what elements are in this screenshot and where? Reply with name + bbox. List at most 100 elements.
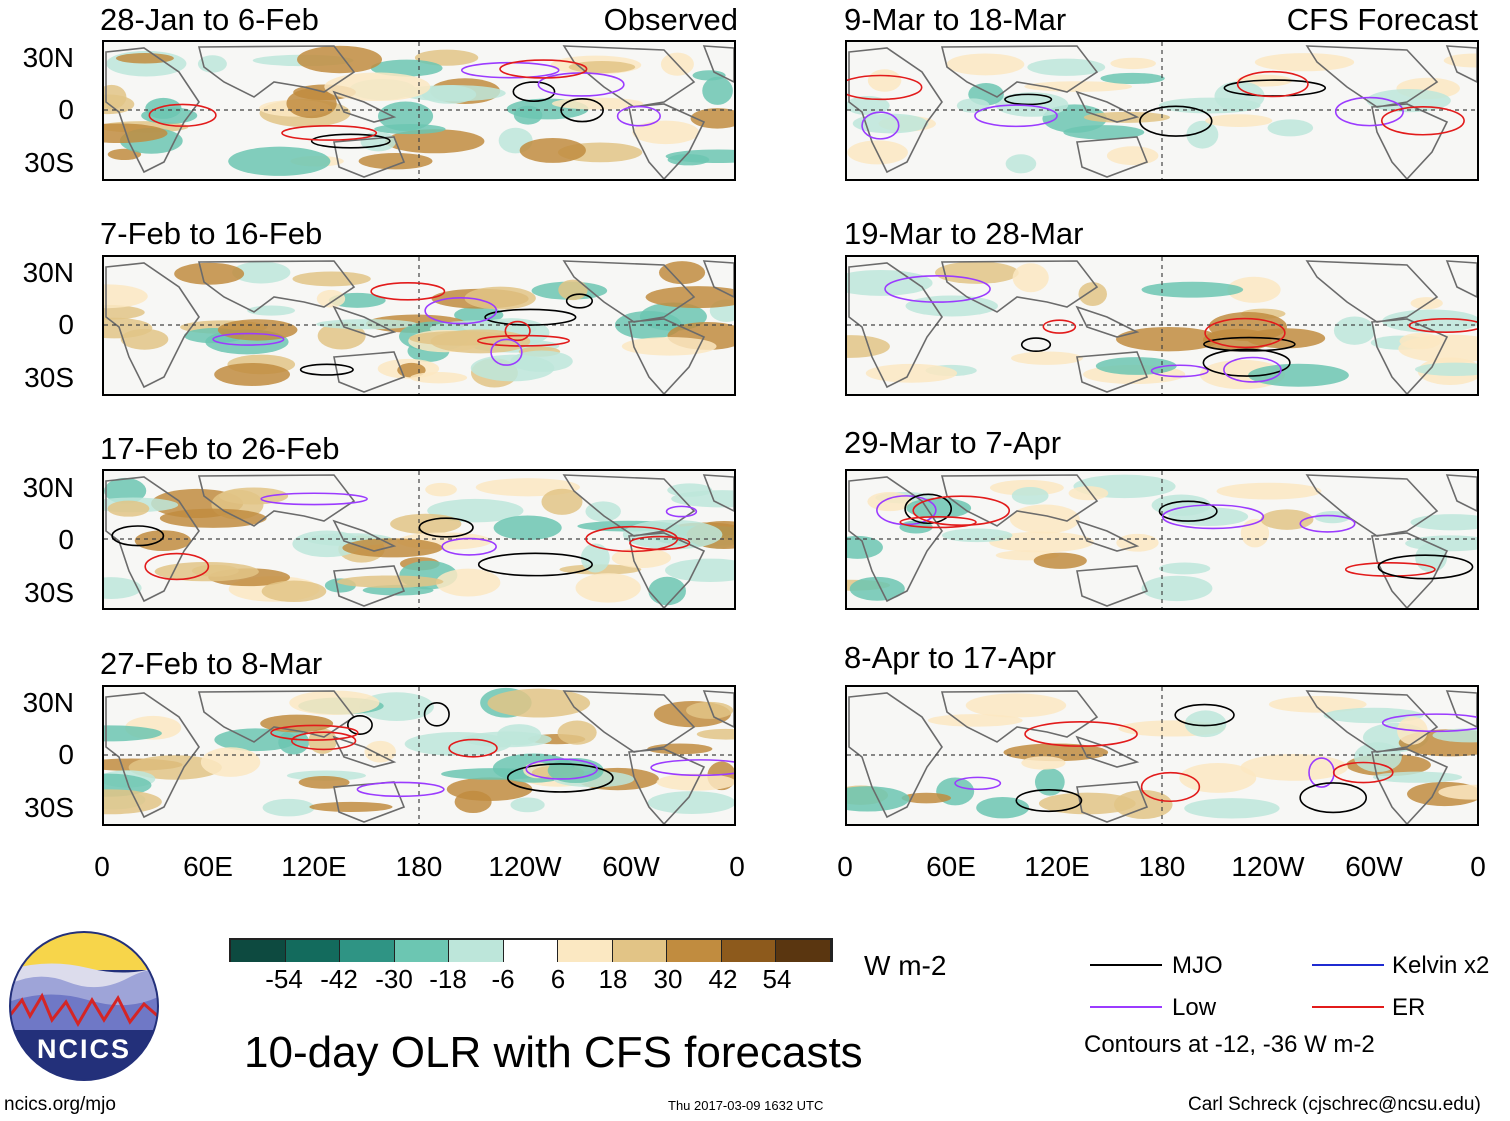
wave-contour xyxy=(1236,70,1309,98)
wave-contour xyxy=(1204,317,1286,349)
olr-anomaly-blob xyxy=(493,515,562,541)
colorbar-cell xyxy=(558,940,613,962)
olr-anomaly-blob xyxy=(1095,357,1177,375)
wave-contour xyxy=(370,282,446,301)
olr-anomaly-blob xyxy=(390,513,462,535)
olr-anomaly-blob xyxy=(342,538,443,558)
wave-contour xyxy=(212,332,285,346)
olr-anomaly-blob xyxy=(1083,111,1170,123)
wave-contour xyxy=(1203,336,1296,352)
olr-anomaly-blob xyxy=(247,305,296,316)
wave-contour xyxy=(270,724,359,741)
olr-anomaly-blob xyxy=(421,85,477,104)
wave-contour xyxy=(1015,788,1083,813)
wave-contour xyxy=(665,505,698,518)
map-field xyxy=(847,687,1477,824)
wave-contour xyxy=(1020,337,1052,353)
wave-contour xyxy=(560,98,604,123)
olr-anomaly-blob xyxy=(427,498,524,523)
coastline xyxy=(848,45,1477,179)
panel-title-obs-1: 28-Jan to 6-Feb xyxy=(100,2,319,37)
olr-anomaly-blob xyxy=(1068,486,1109,501)
olr-anomaly-blob xyxy=(120,328,169,350)
olr-anomaly-blob xyxy=(1186,120,1219,149)
olr-anomaly-blob xyxy=(1323,707,1424,724)
wave-contour xyxy=(1332,761,1394,784)
map-field xyxy=(104,257,734,394)
legend-mjo-label: MJO xyxy=(1172,952,1223,979)
olr-anomaly-blob xyxy=(309,801,393,813)
olr-anomaly-blob xyxy=(261,580,327,603)
colorbar-cell xyxy=(285,940,341,962)
olr-anomaly-blob xyxy=(107,148,142,161)
olr-anomaly-blob xyxy=(128,755,222,780)
map-field xyxy=(847,257,1477,394)
wave-contour xyxy=(144,552,210,581)
olr-anomaly-blob xyxy=(557,720,597,745)
olr-anomaly-blob xyxy=(364,740,396,763)
wave-contour xyxy=(506,763,614,793)
olr-anomaly-blob xyxy=(1116,533,1159,552)
map-panel-fcst-4 xyxy=(845,685,1479,826)
olr-anomaly-blob xyxy=(1116,326,1221,352)
legend-kelvin-line xyxy=(1312,964,1384,966)
olr-anomaly-blob xyxy=(1248,363,1349,387)
olr-anomaly-blob xyxy=(297,45,383,74)
colorbar-cell xyxy=(612,940,668,962)
olr-anomaly-blob xyxy=(976,796,1030,819)
olr-anomaly-blob xyxy=(1110,57,1156,70)
panel-title-obs-2: 7-Feb to 16-Feb xyxy=(100,216,323,251)
wave-contour xyxy=(974,104,1058,128)
map-field xyxy=(847,471,1477,608)
olr-anomaly-blob xyxy=(1151,494,1211,516)
olr-anomaly-blob xyxy=(1254,53,1355,72)
footer-site: ncics.org/mjo xyxy=(4,1094,116,1115)
colorbar-cell xyxy=(449,940,504,962)
map-panel-obs-3 xyxy=(102,469,736,610)
olr-anomaly-blob xyxy=(289,690,380,715)
olr-anomaly-blob xyxy=(575,573,641,603)
olr-anomaly-blob xyxy=(927,714,1023,727)
wave-contour xyxy=(525,758,598,780)
olr-anomaly-blob xyxy=(463,731,552,748)
olr-anomaly-blob xyxy=(1184,710,1227,738)
wave-contour xyxy=(1377,554,1474,580)
wave-contour xyxy=(1042,319,1077,334)
olr-anomaly-blob xyxy=(141,107,198,124)
olr-anomaly-blob xyxy=(104,725,162,742)
olr-anomaly-blob xyxy=(568,61,636,74)
wave-contour xyxy=(148,103,217,127)
wave-contour xyxy=(1299,782,1367,814)
olr-anomaly-blob xyxy=(104,577,142,599)
olr-anomaly-blob xyxy=(541,488,583,515)
olr-anomaly-blob xyxy=(104,123,168,144)
map-panel-fcst-1 xyxy=(845,40,1479,181)
wave-contour xyxy=(616,105,661,127)
olr-anomaly-blob xyxy=(1158,562,1211,575)
coastline xyxy=(848,474,1477,608)
olr-anomaly-blob xyxy=(580,543,610,573)
wave-contour xyxy=(448,738,498,758)
olr-anomaly-blob xyxy=(585,501,621,522)
wave-contour xyxy=(260,492,368,506)
olr-anomaly-blob xyxy=(358,152,433,170)
colorbar-cell xyxy=(776,940,831,962)
olr-anomaly-blob xyxy=(1372,771,1463,783)
legend-kelvin-label: Kelvin x2 xyxy=(1392,952,1490,979)
olr-anomaly-blob xyxy=(510,350,573,372)
olr-anomaly-blob xyxy=(941,528,1013,543)
olr-anomaly-blob xyxy=(690,108,734,129)
olr-anomaly-blob xyxy=(1012,263,1049,293)
colorbar-cell xyxy=(503,940,559,962)
olr-anomaly-blob xyxy=(621,337,717,356)
wave-contour xyxy=(418,517,474,538)
olr-anomaly-blob xyxy=(1027,58,1106,76)
olr-anomaly-blob xyxy=(849,576,905,601)
olr-anomaly-blob xyxy=(262,798,315,817)
wave-contour xyxy=(1334,96,1404,127)
wave-contour xyxy=(1344,562,1436,577)
olr-anomaly-blob xyxy=(519,137,586,163)
olr-anomaly-blob xyxy=(647,791,734,814)
olr-anomaly-blob xyxy=(370,59,443,77)
olr-anomaly-blob xyxy=(1216,482,1322,500)
